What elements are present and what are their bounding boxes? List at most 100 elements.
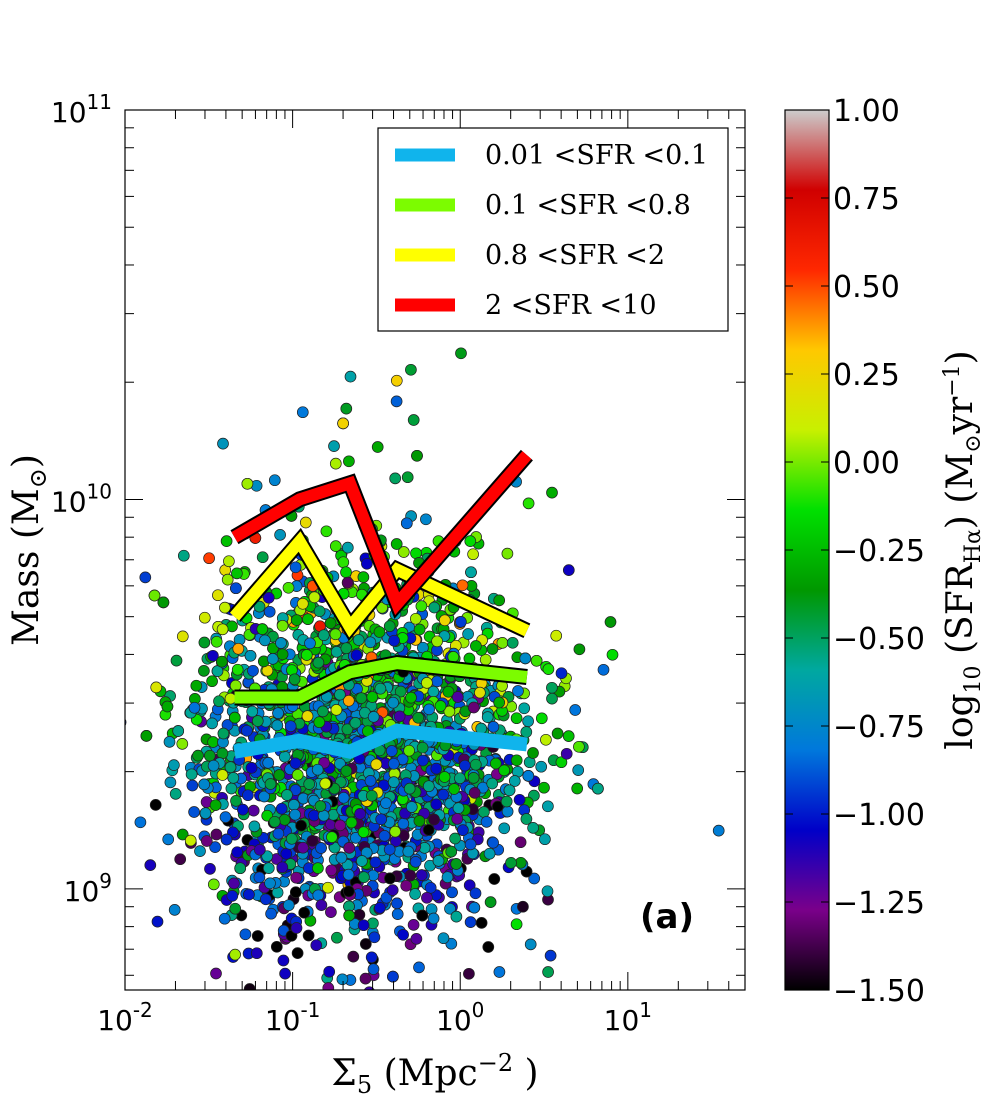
data-point — [431, 635, 443, 648]
data-point — [428, 813, 440, 826]
data-point — [407, 919, 420, 931]
data-point — [315, 842, 327, 854]
data-point — [228, 877, 240, 890]
data-point — [514, 856, 527, 869]
data-point — [356, 855, 368, 867]
data-point — [403, 782, 416, 795]
data-point — [409, 612, 422, 625]
data-point — [340, 566, 352, 579]
data-point — [452, 802, 465, 814]
data-point — [486, 643, 499, 655]
data-point — [314, 800, 327, 812]
data-point — [383, 620, 396, 633]
data-point — [329, 628, 342, 641]
data-point — [448, 783, 460, 795]
data-point — [203, 749, 216, 762]
data-point — [467, 548, 479, 561]
data-point — [524, 938, 537, 951]
data-point — [176, 738, 189, 750]
data-point — [331, 931, 343, 944]
data-point — [264, 778, 277, 790]
data-point — [411, 449, 423, 462]
data-point — [258, 790, 270, 803]
data-point — [352, 634, 365, 646]
data-point — [428, 601, 441, 614]
data-point — [349, 832, 362, 844]
data-point — [357, 919, 370, 932]
data-point — [232, 642, 245, 655]
x-tick-label: 10-1 — [265, 998, 321, 1037]
x-axis-title: Σ5 (Mpc−2 ) — [331, 1049, 538, 1099]
data-point — [300, 649, 313, 661]
y-tick-label: 109 — [64, 869, 112, 908]
data-point — [220, 535, 233, 547]
data-point — [501, 805, 514, 818]
data-point — [206, 675, 218, 688]
data-point — [335, 851, 348, 864]
data-point — [241, 477, 254, 490]
data-point — [484, 896, 497, 908]
data-point — [520, 726, 533, 738]
data-point — [468, 787, 481, 799]
series-line — [231, 451, 532, 616]
data-point — [277, 954, 290, 967]
data-point — [365, 789, 378, 802]
data-point — [510, 754, 523, 767]
data-point — [539, 833, 551, 846]
data-point — [359, 972, 372, 985]
data-point — [250, 947, 263, 960]
data-point — [224, 761, 237, 774]
data-point — [248, 820, 261, 833]
data-point — [505, 857, 517, 869]
data-point — [409, 856, 422, 868]
data-point — [540, 733, 552, 746]
data-point — [454, 772, 466, 785]
data-point — [438, 771, 451, 783]
data-point — [409, 888, 421, 900]
data-point — [184, 834, 197, 847]
data-point — [365, 951, 378, 964]
data-point — [359, 938, 372, 950]
data-point — [405, 801, 418, 813]
data-point — [518, 702, 531, 715]
data-point — [288, 673, 301, 686]
data-point — [223, 555, 235, 568]
data-point — [340, 765, 353, 777]
data-point — [289, 757, 302, 770]
data-point — [282, 581, 295, 594]
data-point — [199, 807, 212, 820]
data-point — [194, 845, 206, 857]
data-point — [371, 441, 384, 453]
data-point — [573, 643, 586, 656]
data-point — [437, 932, 450, 945]
data-point — [542, 966, 554, 978]
data-point — [169, 788, 182, 800]
colorbar-title: log10 (SFRHα) (M⊙yr−1) — [940, 350, 986, 749]
data-point — [397, 546, 410, 558]
data-point — [498, 764, 511, 777]
data-point — [308, 591, 321, 604]
colorbar-tick-label: −0.50 — [833, 622, 925, 657]
data-point — [390, 374, 403, 387]
data-point — [157, 596, 170, 609]
legend-label: 0.01 <SFR <0.1 — [485, 140, 708, 171]
data-point — [317, 705, 329, 718]
data-point — [374, 902, 386, 914]
data-point — [385, 745, 398, 757]
data-point — [299, 516, 312, 529]
data-point — [168, 759, 180, 771]
data-point — [389, 472, 402, 485]
data-point — [464, 838, 477, 851]
data-point — [140, 730, 153, 742]
data-point — [162, 833, 175, 846]
data-point — [323, 965, 336, 978]
data-point — [241, 724, 253, 737]
legend-label: 0.1 <SFR <0.8 — [485, 190, 691, 221]
data-point — [422, 824, 435, 836]
data-point — [324, 617, 337, 629]
data-point — [308, 809, 320, 822]
data-point — [487, 721, 500, 733]
x-tick-label: 100 — [436, 998, 484, 1037]
data-point — [288, 799, 300, 811]
data-point — [341, 541, 354, 554]
